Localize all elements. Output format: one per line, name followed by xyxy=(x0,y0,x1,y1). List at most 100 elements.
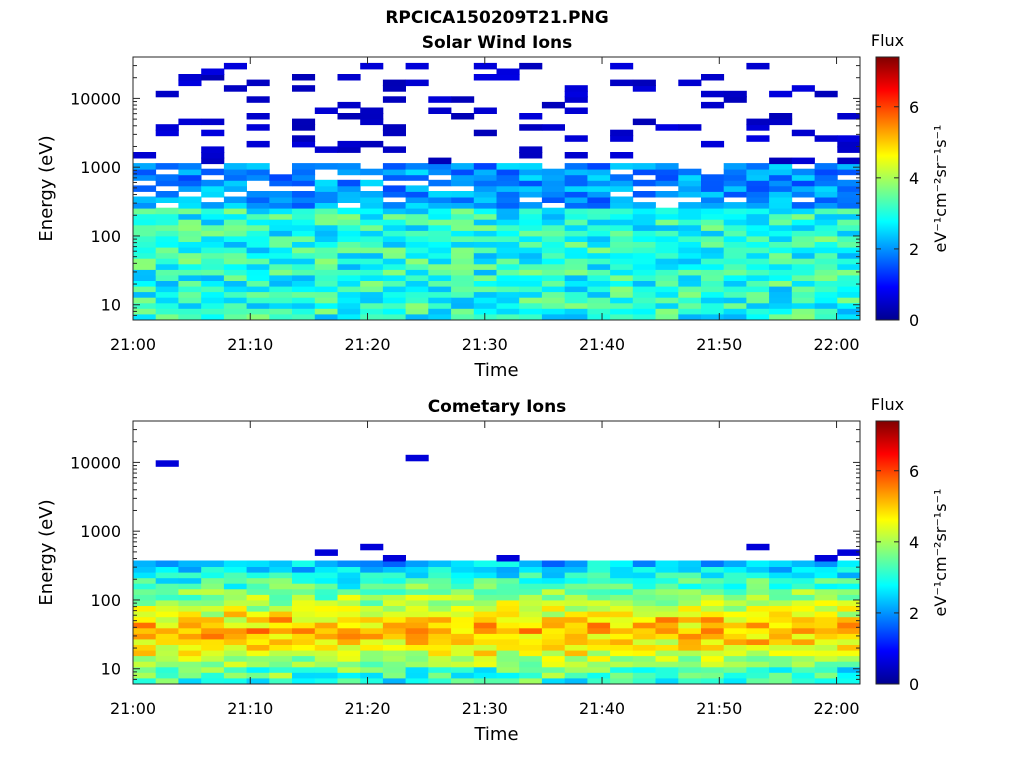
heatmap-cell xyxy=(382,146,406,153)
heatmap-cell xyxy=(587,560,611,567)
heatmap-cell xyxy=(223,185,247,192)
heatmap-cell xyxy=(746,302,770,309)
heatmap-cell xyxy=(337,577,361,584)
heatmap-cell xyxy=(155,460,179,467)
heatmap-cell xyxy=(269,599,293,606)
heatmap-cell xyxy=(246,174,270,181)
heatmap-cell xyxy=(382,174,406,181)
heatmap-cell xyxy=(405,566,429,573)
heatmap-cell xyxy=(610,560,634,567)
heatmap-cell xyxy=(701,274,725,281)
heatmap-cell xyxy=(428,593,452,601)
heatmap-cell xyxy=(133,246,157,254)
heatmap-cell xyxy=(382,85,406,92)
heatmap-cell xyxy=(269,218,293,226)
heatmap-cell xyxy=(564,582,588,590)
heatmap-cell xyxy=(701,179,725,187)
heatmap-cell xyxy=(473,207,497,215)
heatmap-cell xyxy=(246,627,270,634)
heatmap-cell xyxy=(382,599,406,606)
heatmap-cell xyxy=(201,229,225,237)
heatmap-cell xyxy=(473,291,497,298)
heatmap-cell xyxy=(610,241,634,248)
heatmap-cell xyxy=(519,627,543,634)
heatmap-cell xyxy=(246,566,270,573)
heatmap-cell xyxy=(314,582,338,590)
heatmap-cell xyxy=(678,588,702,595)
heatmap-cell xyxy=(473,129,497,137)
heatmap-cell xyxy=(837,616,861,623)
heatmap-cell xyxy=(292,235,316,242)
y-axis-label: Energy (eV) xyxy=(36,135,57,241)
heatmap-cell xyxy=(292,291,316,298)
y-tick-label: 10000 xyxy=(70,89,121,108)
heatmap-cell xyxy=(155,285,179,293)
heatmap-cell xyxy=(541,252,565,259)
heatmap-cell xyxy=(632,202,656,209)
heatmap-cell xyxy=(269,571,293,579)
heatmap-cell xyxy=(723,616,747,623)
heatmap-cell xyxy=(473,649,497,657)
heatmap-cell xyxy=(314,196,338,203)
heatmap-cell xyxy=(632,655,656,662)
heatmap-cell xyxy=(632,302,656,309)
heatmap-cell xyxy=(837,666,861,673)
heatmap-cell xyxy=(791,571,815,579)
heatmap-cell xyxy=(246,246,270,254)
heatmap-cell xyxy=(496,599,520,606)
heatmap-cell xyxy=(337,113,361,120)
heatmap-cell xyxy=(701,218,725,226)
colorbar-tick-label: 0 xyxy=(909,675,919,694)
heatmap-cell xyxy=(655,179,679,187)
heatmap-cell xyxy=(655,252,679,259)
heatmap-cell xyxy=(269,274,293,281)
heatmap-cell xyxy=(473,610,497,618)
heatmap-cell xyxy=(814,605,838,612)
heatmap-cell xyxy=(473,218,497,226)
heatmap-cell xyxy=(519,174,543,181)
heatmap-cell xyxy=(655,571,679,579)
heatmap-cell xyxy=(496,677,520,684)
heatmap-cell xyxy=(610,571,634,579)
heatmap-cell xyxy=(360,202,384,209)
heatmap-cell xyxy=(382,593,406,601)
heatmap-cell xyxy=(314,235,338,242)
heatmap-cell xyxy=(223,296,247,304)
heatmap-cell xyxy=(428,302,452,309)
colorbar xyxy=(875,420,900,685)
heatmap-cell xyxy=(655,566,679,573)
heatmap-cell xyxy=(519,599,543,606)
heatmap-cell xyxy=(610,135,634,142)
heatmap-cell xyxy=(201,577,225,584)
heatmap-cell xyxy=(678,655,702,662)
heatmap-cell xyxy=(155,129,179,137)
heatmap-cell xyxy=(814,280,838,287)
y-axis-label: Energy (eV) xyxy=(36,499,57,605)
heatmap-cell xyxy=(587,218,611,226)
heatmap-cell xyxy=(587,627,611,634)
heatmap-cell xyxy=(814,285,838,293)
heatmap-cell xyxy=(769,90,793,98)
heatmap-cell xyxy=(746,174,770,181)
heatmap-cell xyxy=(451,566,475,573)
heatmap-cell xyxy=(223,649,247,657)
heatmap-cell xyxy=(269,660,293,668)
heatmap-cell xyxy=(314,185,338,192)
heatmap-cell xyxy=(564,677,588,684)
heatmap-cell xyxy=(496,285,520,293)
heatmap-cell xyxy=(269,179,293,187)
heatmap-cell xyxy=(587,621,611,629)
heatmap-cell xyxy=(655,224,679,231)
x-axis-label: Time xyxy=(473,360,518,381)
heatmap-cell xyxy=(564,291,588,298)
heatmap-cell xyxy=(473,632,497,640)
heatmap-cell xyxy=(201,224,225,231)
heatmap-cell xyxy=(201,274,225,281)
heatmap-cell xyxy=(632,268,656,276)
heatmap-cell xyxy=(223,218,247,226)
heatmap-cell xyxy=(451,113,475,120)
heatmap-cell xyxy=(428,588,452,595)
heatmap-cell xyxy=(473,224,497,231)
